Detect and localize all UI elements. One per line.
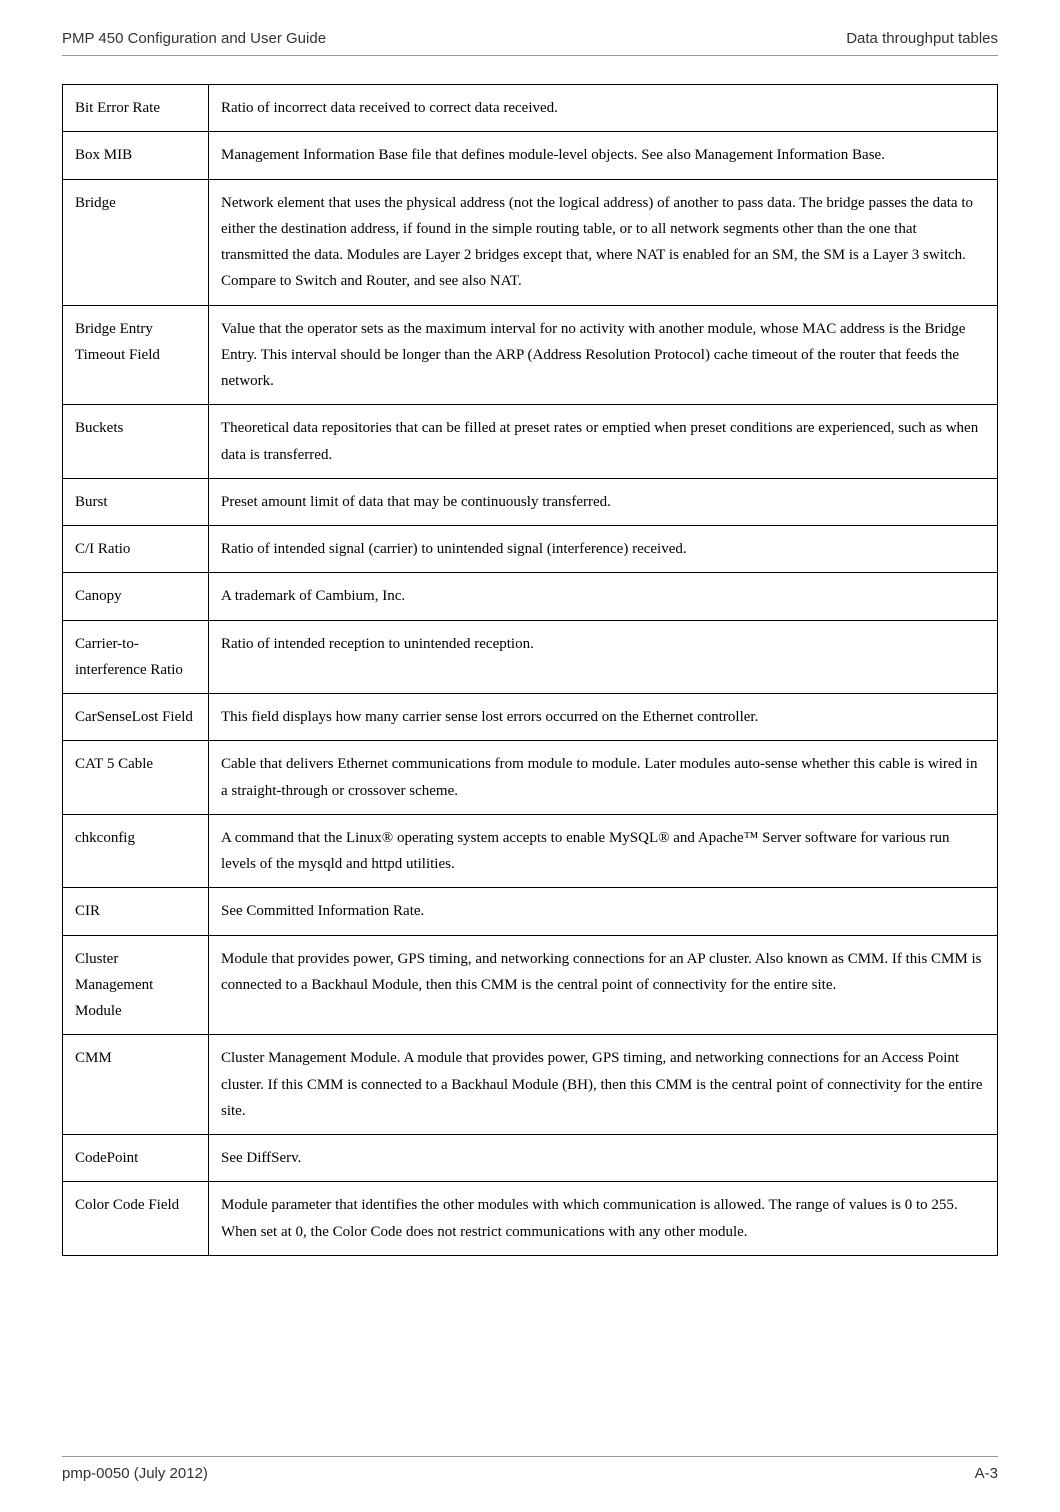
glossary-definition: A trademark of Cambium, Inc.: [209, 573, 998, 620]
glossary-table: Bit Error RateRatio of incorrect data re…: [62, 84, 998, 1256]
glossary-definition: Module parameter that identifies the oth…: [209, 1182, 998, 1256]
glossary-term: CAT 5 Cable: [63, 741, 209, 815]
glossary-definition: Preset amount limit of data that may be …: [209, 478, 998, 525]
table-row: Bit Error RateRatio of incorrect data re…: [63, 85, 998, 132]
glossary-definition: Cable that delivers Ethernet communicati…: [209, 741, 998, 815]
table-row: CIRSee Committed Information Rate.: [63, 888, 998, 935]
glossary-definition: See DiffServ.: [209, 1135, 998, 1182]
table-row: Bridge Entry Timeout FieldValue that the…: [63, 305, 998, 405]
table-row: Cluster Management ModuleModule that pro…: [63, 935, 998, 1035]
glossary-term: CarSenseLost Field: [63, 694, 209, 741]
table-row: chkconfigA command that the Linux® opera…: [63, 814, 998, 888]
glossary-term: chkconfig: [63, 814, 209, 888]
table-row: CMMCluster Management Module. A module t…: [63, 1035, 998, 1135]
table-row: Box MIBManagement Information Base file …: [63, 132, 998, 179]
footer-left: pmp-0050 (July 2012): [62, 1465, 208, 1482]
glossary-term: CMM: [63, 1035, 209, 1135]
glossary-term: Burst: [63, 478, 209, 525]
glossary-definition: Cluster Management Module. A module that…: [209, 1035, 998, 1135]
table-row: Color Code FieldModule parameter that id…: [63, 1182, 998, 1256]
footer-right: A-3: [975, 1465, 998, 1482]
glossary-term: Color Code Field: [63, 1182, 209, 1256]
table-row: Carrier-to-interference RatioRatio of in…: [63, 620, 998, 694]
glossary-term: Box MIB: [63, 132, 209, 179]
table-row: BridgeNetwork element that uses the phys…: [63, 179, 998, 305]
table-row: BurstPreset amount limit of data that ma…: [63, 478, 998, 525]
glossary-definition: See Committed Information Rate.: [209, 888, 998, 935]
glossary-term: Buckets: [63, 405, 209, 479]
glossary-term: Carrier-to-interference Ratio: [63, 620, 209, 694]
glossary-definition: Theoretical data repositories that can b…: [209, 405, 998, 479]
header-title-left: PMP 450 Configuration and User Guide: [62, 30, 326, 47]
glossary-term: Bridge: [63, 179, 209, 305]
table-row: C/I RatioRatio of intended signal (carri…: [63, 526, 998, 573]
glossary-term: CodePoint: [63, 1135, 209, 1182]
glossary-definition: Value that the operator sets as the maxi…: [209, 305, 998, 405]
glossary-definition: Management Information Base file that de…: [209, 132, 998, 179]
table-row: CanopyA trademark of Cambium, Inc.: [63, 573, 998, 620]
glossary-definition: This field displays how many carrier sen…: [209, 694, 998, 741]
glossary-term: Cluster Management Module: [63, 935, 209, 1035]
table-row: CAT 5 CableCable that delivers Ethernet …: [63, 741, 998, 815]
glossary-definition: Module that provides power, GPS timing, …: [209, 935, 998, 1035]
header-title-right: Data throughput tables: [846, 30, 998, 47]
glossary-term: CIR: [63, 888, 209, 935]
glossary-definition: Ratio of intended signal (carrier) to un…: [209, 526, 998, 573]
glossary-term: Canopy: [63, 573, 209, 620]
table-row: CarSenseLost FieldThis field displays ho…: [63, 694, 998, 741]
page-header: PMP 450 Configuration and User Guide Dat…: [62, 30, 998, 56]
table-row: BucketsTheoretical data repositories tha…: [63, 405, 998, 479]
glossary-term: Bit Error Rate: [63, 85, 209, 132]
page-footer: pmp-0050 (July 2012) A-3: [62, 1456, 998, 1482]
glossary-term: Bridge Entry Timeout Field: [63, 305, 209, 405]
glossary-definition: Ratio of intended reception to unintende…: [209, 620, 998, 694]
glossary-definition: Network element that uses the physical a…: [209, 179, 998, 305]
glossary-term: C/I Ratio: [63, 526, 209, 573]
glossary-definition: Ratio of incorrect data received to corr…: [209, 85, 998, 132]
glossary-definition: A command that the Linux® operating syst…: [209, 814, 998, 888]
table-row: CodePointSee DiffServ.: [63, 1135, 998, 1182]
